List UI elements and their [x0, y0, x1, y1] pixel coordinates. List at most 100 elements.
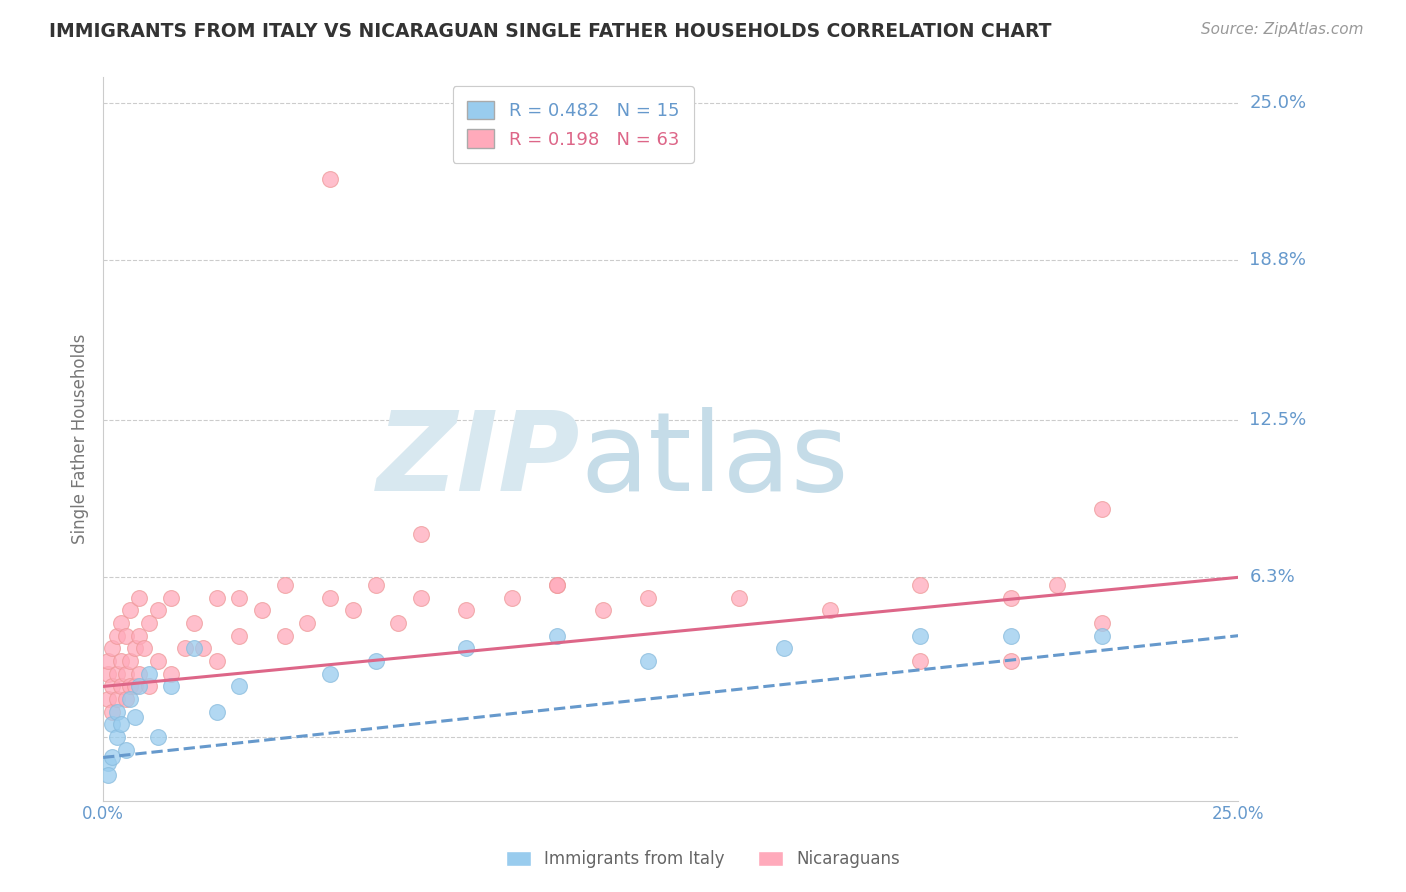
Point	[120, 654, 142, 668]
Point	[205, 654, 228, 668]
Point	[183, 615, 205, 630]
Point	[146, 654, 169, 668]
Point	[120, 692, 142, 706]
Point	[110, 654, 132, 668]
Point	[342, 603, 364, 617]
Point	[297, 615, 319, 630]
Point	[101, 717, 124, 731]
Point	[319, 591, 342, 605]
Point	[105, 705, 128, 719]
Point	[105, 692, 128, 706]
Point	[1000, 654, 1022, 668]
Point	[114, 629, 136, 643]
Point	[818, 603, 841, 617]
Point	[456, 603, 478, 617]
Point	[250, 603, 273, 617]
Point	[160, 591, 183, 605]
Text: 18.8%: 18.8%	[1250, 252, 1306, 269]
Point	[205, 705, 228, 719]
Point	[110, 615, 132, 630]
Point	[1091, 501, 1114, 516]
Point	[910, 629, 932, 643]
Point	[364, 654, 387, 668]
Point	[138, 615, 160, 630]
Text: 12.5%: 12.5%	[1250, 411, 1306, 429]
Point	[274, 578, 297, 592]
Point	[124, 680, 146, 694]
Legend: Immigrants from Italy, Nicaraguans: Immigrants from Italy, Nicaraguans	[499, 844, 907, 875]
Point	[319, 172, 342, 186]
Point	[183, 641, 205, 656]
Point	[387, 615, 409, 630]
Point	[101, 750, 124, 764]
Point	[101, 641, 124, 656]
Point	[114, 692, 136, 706]
Point	[319, 666, 342, 681]
Point	[105, 666, 128, 681]
Text: ZIP: ZIP	[377, 408, 579, 514]
Point	[1091, 629, 1114, 643]
Point	[191, 641, 214, 656]
Point	[228, 591, 250, 605]
Point	[124, 710, 146, 724]
Point	[101, 705, 124, 719]
Point	[228, 680, 250, 694]
Point	[101, 680, 124, 694]
Point	[228, 629, 250, 643]
Point	[160, 666, 183, 681]
Point	[110, 680, 132, 694]
Point	[128, 666, 150, 681]
Text: Source: ZipAtlas.com: Source: ZipAtlas.com	[1201, 22, 1364, 37]
Point	[110, 717, 132, 731]
Point	[1091, 615, 1114, 630]
Text: 6.3%: 6.3%	[1250, 568, 1295, 586]
Point	[1000, 629, 1022, 643]
Point	[592, 603, 614, 617]
Point	[409, 527, 432, 541]
Point	[364, 578, 387, 592]
Point	[910, 654, 932, 668]
Point	[138, 680, 160, 694]
Point	[138, 666, 160, 681]
Point	[146, 603, 169, 617]
Text: 25.0%: 25.0%	[1250, 94, 1306, 112]
Point	[105, 730, 128, 744]
Text: atlas: atlas	[579, 408, 848, 514]
Point	[97, 768, 120, 782]
Point	[132, 641, 155, 656]
Point	[105, 629, 128, 643]
Point	[146, 730, 169, 744]
Point	[160, 680, 183, 694]
Point	[114, 743, 136, 757]
Point	[456, 641, 478, 656]
Point	[501, 591, 523, 605]
Point	[274, 629, 297, 643]
Point	[114, 666, 136, 681]
Point	[546, 629, 568, 643]
Point	[120, 603, 142, 617]
Point	[128, 629, 150, 643]
Point	[546, 578, 568, 592]
Point	[637, 654, 659, 668]
Point	[173, 641, 195, 656]
Point	[124, 641, 146, 656]
Legend: R = 0.482   N = 15, R = 0.198   N = 63: R = 0.482 N = 15, R = 0.198 N = 63	[453, 87, 693, 163]
Point	[546, 578, 568, 592]
Point	[97, 756, 120, 770]
Text: IMMIGRANTS FROM ITALY VS NICARAGUAN SINGLE FATHER HOUSEHOLDS CORRELATION CHART: IMMIGRANTS FROM ITALY VS NICARAGUAN SING…	[49, 22, 1052, 41]
Point	[97, 666, 120, 681]
Point	[120, 680, 142, 694]
Point	[1046, 578, 1069, 592]
Point	[97, 692, 120, 706]
Point	[128, 591, 150, 605]
Point	[727, 591, 749, 605]
Point	[910, 578, 932, 592]
Y-axis label: Single Father Households: Single Father Households	[72, 334, 89, 544]
Point	[128, 680, 150, 694]
Point	[97, 654, 120, 668]
Point	[773, 641, 796, 656]
Point	[637, 591, 659, 605]
Point	[409, 591, 432, 605]
Point	[205, 591, 228, 605]
Point	[1000, 591, 1022, 605]
